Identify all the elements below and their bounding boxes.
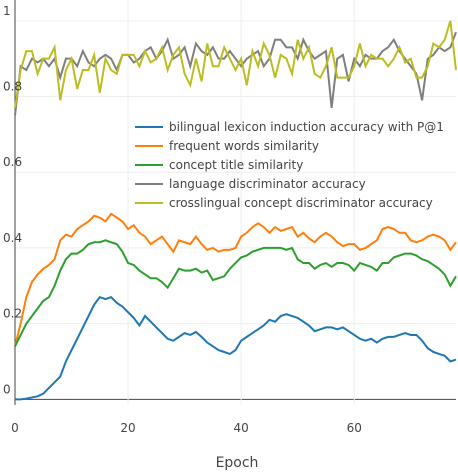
x-tick-label: 0 (11, 421, 19, 435)
grid (14, 0, 456, 405)
series-line (14, 20, 457, 109)
plot-lines (14, 20, 457, 401)
x-tick-label: 60 (347, 421, 362, 435)
legend: bilingual lexicon induction accuracy wit… (135, 120, 444, 210)
series-line (14, 212, 457, 347)
legend-label: crosslingual concept discriminator accur… (169, 196, 433, 210)
series-line (14, 239, 457, 347)
y-tick-label: 1 (3, 4, 11, 18)
series-line (14, 31, 457, 116)
y-tick-label: 0.6 (3, 155, 22, 169)
series-line (15, 295, 457, 401)
legend-label: bilingual lexicon induction accuracy wit… (169, 120, 444, 134)
x-tick-label: 40 (234, 421, 249, 435)
x-axis-title: Epoch (216, 455, 259, 471)
y-tick-label: 0 (3, 382, 11, 396)
x-tick-label: 20 (120, 421, 135, 435)
labels: 0 0.2 0.4 0.6 0.8 1 0 20 40 60 (3, 4, 362, 435)
legend-label: concept title similarity (169, 158, 303, 172)
legend-label: language discriminator accuracy (169, 177, 366, 191)
y-tick-label: 0.4 (3, 231, 22, 245)
y-tick-label: 0.2 (3, 307, 22, 321)
y-tick-label: 0.8 (3, 80, 22, 94)
legend-label: frequent words similarity (169, 139, 319, 153)
